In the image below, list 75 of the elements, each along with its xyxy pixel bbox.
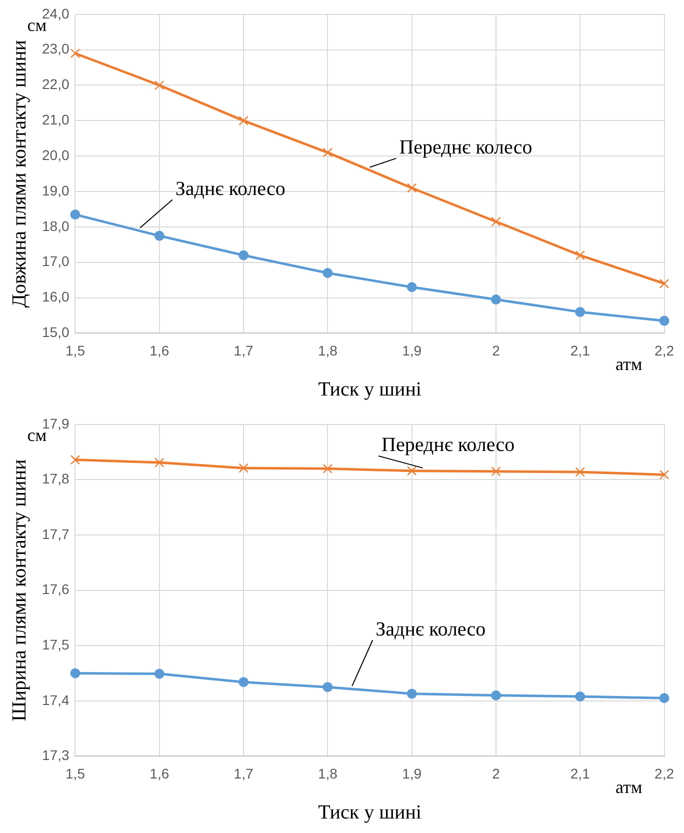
point <box>659 693 670 704</box>
x-tick-label: 1,7 <box>234 765 254 782</box>
point <box>238 463 248 473</box>
x-tick-label: 1,5 <box>66 342 86 358</box>
point <box>491 216 501 226</box>
x-axis-title: Тиск у шині <box>318 801 422 824</box>
y-tick-label: 17,8 <box>42 470 70 487</box>
x-tick-label: 1,8 <box>318 342 338 358</box>
point <box>70 668 80 678</box>
y-tick-label: 15,0 <box>42 324 70 340</box>
point <box>575 467 585 477</box>
y-tick-label: 20,0 <box>42 146 70 163</box>
y-tick-label: 19,0 <box>42 182 70 198</box>
point <box>406 183 417 193</box>
point <box>659 278 670 288</box>
series-label: Заднє колесо <box>175 178 286 200</box>
y-tick-label: 17,5 <box>42 636 70 652</box>
point <box>575 306 586 317</box>
point <box>490 294 501 305</box>
point <box>575 250 585 260</box>
y-axis-title: Ширина плями контакту шини <box>8 458 30 722</box>
series-label: Переднє колесо <box>399 136 532 159</box>
x-tick-label: 1,9 <box>402 342 422 358</box>
x-tick-label: 1,6 <box>150 342 170 358</box>
point <box>490 690 501 700</box>
point <box>322 682 333 692</box>
point <box>238 677 249 688</box>
point <box>154 668 164 679</box>
point <box>322 464 333 474</box>
point <box>154 230 164 241</box>
y-tick-label: 22,0 <box>42 76 70 92</box>
point <box>238 250 249 260</box>
y-tick-label: 17,7 <box>42 526 70 542</box>
y-tick-label: 23,0 <box>42 40 70 57</box>
x-tick-label: 2,1 <box>570 342 590 358</box>
y-tick-label: 17,9 <box>42 415 70 432</box>
x-axis-title: Тиск у шині <box>318 378 422 400</box>
y-tick-label: 17,3 <box>42 747 70 764</box>
y-tick-label: 18,0 <box>42 218 70 234</box>
text: атм <box>615 354 642 374</box>
y-tick-label: 16,0 <box>42 288 70 305</box>
point <box>406 466 417 476</box>
point <box>659 470 670 480</box>
x-tick-label: 1,6 <box>150 765 170 782</box>
point <box>70 454 80 465</box>
y-tick-label: 17,6 <box>42 581 70 598</box>
x-tick-label: 2 <box>492 765 500 782</box>
point <box>154 80 164 90</box>
point <box>406 282 417 292</box>
y-tick-label: 17,4 <box>42 692 70 708</box>
y-tick-label: 17,0 <box>42 253 70 270</box>
x-tick-label: 1,8 <box>318 765 338 782</box>
y-tick-label: 24,0 <box>42 5 70 22</box>
x-tick-label: 2,1 <box>570 765 590 782</box>
point <box>491 466 501 476</box>
point <box>659 316 670 326</box>
series-label: Переднє колесо <box>382 434 515 456</box>
point <box>322 268 333 278</box>
point <box>154 458 164 468</box>
point <box>70 48 80 58</box>
point <box>70 210 80 220</box>
x-tick-label: 1,5 <box>66 765 86 782</box>
text: Заднє колесо <box>376 618 486 640</box>
x-tick-label: 2,2 <box>654 342 674 358</box>
x-tick-label: 1,9 <box>402 765 422 782</box>
y-tick-label: 21,0 <box>42 112 70 128</box>
point <box>575 691 586 702</box>
y-axis-title: Довжина плями контакту шини <box>8 40 30 308</box>
point <box>406 688 417 699</box>
x-tick-label: 2,2 <box>654 765 674 782</box>
point <box>238 116 248 126</box>
x-tick-label: 2 <box>492 342 500 358</box>
point <box>322 148 333 158</box>
text: атм <box>615 776 642 797</box>
x-tick-label: 1,7 <box>234 342 254 358</box>
